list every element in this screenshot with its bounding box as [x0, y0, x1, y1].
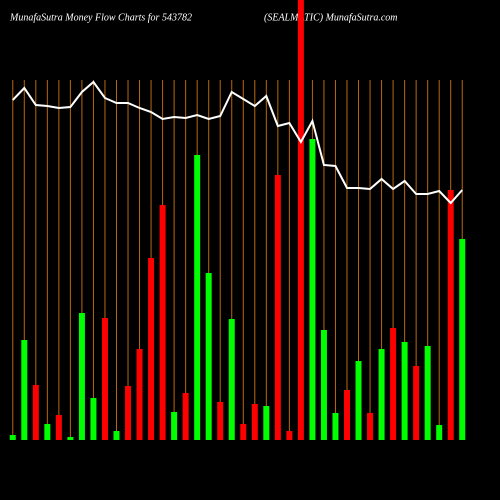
bar: [251, 404, 258, 440]
bar: [320, 330, 327, 440]
bar: [67, 437, 74, 440]
bar: [21, 340, 28, 440]
bar: [424, 346, 431, 440]
bar: [240, 424, 247, 440]
bar: [436, 425, 443, 440]
bar: [125, 386, 132, 440]
bar: [309, 139, 316, 440]
bar: [182, 393, 189, 440]
bar: [297, 0, 304, 440]
bar: [194, 155, 201, 440]
bar: [343, 390, 350, 440]
bar: [228, 319, 235, 440]
chart-subtitle: (SEALMATIC) MunafaSutra.com: [264, 12, 398, 23]
bar: [447, 190, 454, 440]
bar: [401, 342, 408, 440]
bar: [101, 318, 108, 440]
bar: [274, 175, 281, 440]
bar: [32, 385, 39, 440]
bar: [113, 431, 120, 440]
bar: [136, 349, 143, 440]
bar: [9, 435, 16, 440]
bar: [55, 415, 62, 440]
bar: [171, 412, 178, 440]
bar: [378, 349, 385, 440]
bar: [367, 413, 374, 440]
bar: [159, 205, 166, 440]
bar: [148, 258, 155, 440]
bar: [390, 328, 397, 440]
line: [12, 80, 463, 205]
bar: [332, 413, 339, 440]
chart-title: MunafaSutra Money Flow Charts for 543782: [9, 12, 192, 23]
bar: [78, 313, 85, 440]
bar: [217, 402, 224, 440]
bar: [90, 398, 97, 440]
bar: [44, 424, 51, 440]
bar: [205, 273, 212, 440]
bar: [286, 431, 293, 440]
bar: [459, 239, 466, 440]
bar: [413, 366, 420, 440]
bar: [355, 361, 362, 440]
bar: [263, 406, 270, 440]
